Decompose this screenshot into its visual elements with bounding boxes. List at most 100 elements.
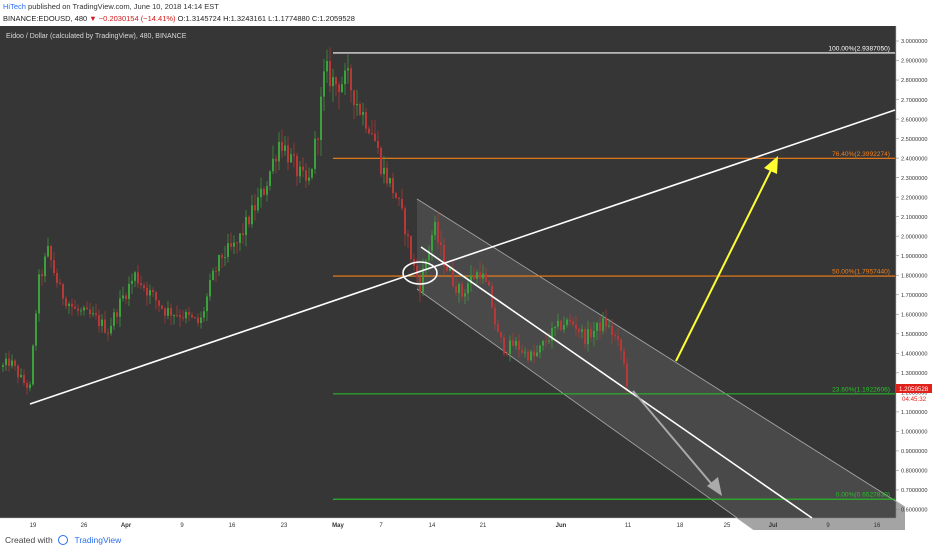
channel-midline[interactable] [420, 246, 813, 519]
candle [611, 319, 613, 344]
time-tick-label: 11 [625, 523, 632, 529]
candle [80, 307, 82, 316]
time-tick-label: 18 [677, 523, 684, 529]
bar-countdown: 04:45:32 [902, 396, 927, 403]
candle [548, 332, 550, 345]
candle [359, 101, 361, 117]
candle [143, 282, 145, 292]
candle [587, 320, 589, 352]
candle [398, 196, 400, 206]
trend-lines[interactable] [29, 109, 896, 519]
price-tick-label: 2.8000000 [901, 78, 927, 84]
price-tick-label: 1.8000000 [901, 273, 927, 279]
candle [14, 358, 16, 371]
candle [482, 264, 484, 284]
candle [152, 286, 154, 298]
candle [287, 136, 289, 171]
time-tick-label: 23 [281, 523, 288, 529]
published-text: published on TradingView.com, June 10, 2… [28, 2, 219, 11]
time-tick-label: Apr [121, 523, 132, 529]
price-tick-label: 2.5000000 [901, 137, 927, 143]
candle [257, 187, 259, 213]
candle [104, 310, 106, 334]
candle [59, 278, 61, 285]
candle [518, 334, 520, 358]
candle [338, 81, 340, 110]
candle [155, 290, 157, 310]
candle [107, 328, 109, 341]
breakout-circle[interactable] [402, 261, 438, 285]
candle [53, 252, 55, 276]
candle [458, 281, 460, 304]
candle [188, 306, 190, 322]
price-tick-label: 0.7000000 [901, 488, 927, 494]
candle [593, 321, 595, 347]
candle [530, 349, 532, 362]
candle [170, 303, 172, 325]
candle [341, 76, 343, 93]
candle [71, 298, 73, 316]
candle [197, 313, 199, 327]
candle [350, 64, 352, 103]
candle [275, 154, 277, 174]
candle [545, 333, 547, 348]
fib-level-label: 76.40%(2.3992274) [832, 151, 890, 158]
publish-info: HiTech published on TradingView.com, Jun… [3, 2, 219, 11]
candle [551, 321, 553, 349]
up-arrow-shaft[interactable] [675, 163, 775, 362]
price-chart[interactable]: Eidoo / Dollar (calculated by TradingVie… [0, 26, 932, 530]
time-tick-label: 9 [826, 523, 830, 529]
time-scale: 19 26 Apr 9 16 23 May 7 14 21 Jun 11 18 25 Jul 9 16 [30, 523, 881, 529]
candle [617, 328, 619, 346]
candle [89, 303, 91, 319]
chart-header: HiTech published on TradingView.com, Jun… [0, 0, 932, 26]
descending-channel[interactable] [416, 198, 906, 530]
fib-levels[interactable]: 100.00%(2.9387050) 76.40%(2.3992274) 50.00… [333, 45, 895, 500]
candle [242, 223, 244, 245]
candles [2, 47, 628, 395]
fib-level-label: 50.00%(1.7957440) [832, 269, 890, 276]
price-axis[interactable] [896, 26, 932, 530]
tradingview-logo-icon [58, 535, 69, 545]
time-tick-label: 19 [30, 523, 37, 529]
price-tick-label: 1.4000000 [901, 352, 927, 358]
candle [176, 305, 178, 318]
candle [125, 292, 127, 305]
candle [335, 76, 337, 97]
candle [146, 282, 148, 306]
time-axis[interactable] [0, 518, 896, 530]
candle [47, 237, 49, 258]
price-tick-label: 1.1000000 [901, 410, 927, 416]
candle [281, 129, 283, 158]
author-link[interactable]: HiTech [3, 2, 26, 11]
created-with-text: Created with [5, 535, 53, 545]
candle [149, 284, 151, 305]
price-tick-label: 1.0000000 [901, 430, 927, 436]
candle [410, 235, 412, 264]
candle [602, 312, 604, 335]
down-arrow-shaft[interactable] [632, 390, 716, 489]
tradingview-link[interactable]: TradingView [74, 535, 122, 545]
symbol-info: BINANCE:EDOUSD, 480 ▼ −0.2030154 (−14.41… [3, 14, 355, 23]
projection-arrows[interactable] [632, 156, 778, 496]
candle [389, 177, 391, 188]
candle [590, 322, 592, 342]
time-tick-label: Jul [769, 523, 778, 529]
time-tick-label: 21 [480, 523, 487, 529]
candle [299, 160, 301, 184]
candle [74, 299, 76, 309]
candle [494, 303, 496, 330]
candle [479, 261, 481, 285]
candle [515, 337, 517, 350]
price-tick-label: 2.9000000 [901, 59, 927, 65]
candle [101, 314, 103, 333]
candle [461, 281, 463, 302]
ascending-trendline[interactable] [29, 109, 896, 405]
candle [563, 316, 565, 334]
candle [26, 380, 28, 395]
candle [293, 142, 295, 168]
candle [83, 305, 85, 316]
candle [332, 68, 334, 102]
price-tick-label: 2.6000000 [901, 117, 927, 123]
candle [278, 132, 280, 171]
